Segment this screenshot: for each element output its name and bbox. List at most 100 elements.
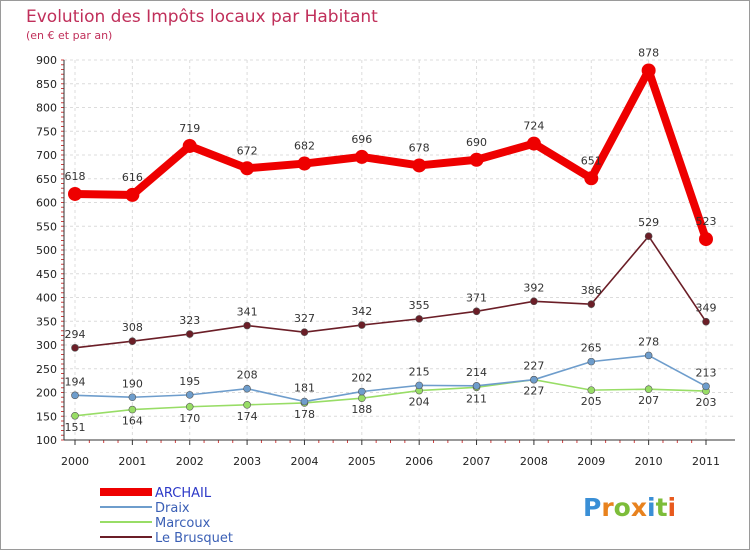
data-label: 719 — [179, 122, 200, 135]
data-point — [125, 187, 140, 202]
series-line — [74, 378, 707, 417]
data-point — [358, 321, 366, 329]
data-label: 213 — [696, 366, 717, 379]
data-label: 203 — [696, 396, 717, 409]
y-tick-label: 850 — [36, 78, 57, 91]
data-point — [644, 385, 653, 393]
data-label: 164 — [122, 415, 143, 428]
data-label: 294 — [65, 328, 86, 341]
data-label: 227 — [523, 360, 544, 373]
data-point — [587, 386, 596, 394]
data-point — [243, 321, 251, 330]
y-tick-label: 750 — [36, 125, 57, 138]
data-label: 211 — [466, 392, 487, 405]
data-label: 195 — [179, 375, 200, 388]
x-tick-label: 2004 — [290, 455, 318, 468]
data-point — [358, 387, 366, 396]
data-label: 151 — [65, 421, 86, 434]
data-label: 204 — [409, 396, 430, 409]
data-label: 349 — [696, 302, 717, 315]
data-label: 327 — [294, 312, 315, 325]
data-point — [300, 328, 309, 336]
legend-label: Draix — [155, 501, 190, 516]
data-label: 215 — [409, 365, 430, 378]
logo-letter: i — [668, 493, 677, 522]
series-line — [74, 354, 707, 403]
data-label: 202 — [351, 372, 372, 385]
logo-letter: t — [656, 493, 668, 522]
data-label: 678 — [409, 141, 430, 154]
data-label: 529 — [638, 216, 659, 229]
data-point — [641, 63, 656, 78]
data-label: 355 — [409, 299, 430, 312]
data-point — [530, 375, 538, 384]
x-tick-label: 2005 — [348, 455, 376, 468]
data-point — [128, 393, 137, 402]
data-label: 208 — [237, 369, 258, 382]
data-label: 392 — [523, 281, 544, 294]
data-label: 616 — [122, 171, 143, 184]
data-label: 308 — [122, 321, 143, 334]
series-draix: 194 190 195 208 181 202 215 214 227 265 278 213 — [65, 335, 717, 406]
y-tick-label: 450 — [36, 268, 57, 281]
data-point — [526, 136, 541, 151]
data-point — [530, 297, 538, 306]
x-tick-label: 2010 — [635, 455, 663, 468]
y-tick-label: 700 — [36, 149, 57, 162]
data-label: 618 — [65, 170, 86, 183]
data-label: 278 — [638, 335, 659, 348]
data-point — [644, 232, 653, 241]
data-label: 651 — [581, 154, 602, 167]
data-point — [300, 397, 309, 406]
y-tick-label: 500 — [36, 244, 57, 257]
grid — [64, 59, 735, 441]
x-tick-label: 2008 — [520, 455, 548, 468]
data-label: 194 — [65, 375, 86, 388]
data-label: 696 — [351, 133, 372, 146]
data-point — [472, 307, 481, 316]
logo-letter: i — [647, 493, 656, 522]
data-label: 672 — [237, 144, 258, 157]
y-tick-label: 350 — [36, 315, 57, 328]
proxiti-logo: Proxiti — [583, 493, 676, 522]
series-le-brusquet: 294 308 323 341 327 342 355 371 392 386 529 349 — [65, 216, 717, 352]
data-point — [128, 405, 137, 414]
data-label: 265 — [581, 342, 602, 355]
data-point — [469, 152, 484, 167]
legend-label: ARCHAIL — [155, 486, 212, 501]
data-label: 214 — [466, 366, 487, 379]
data-label: 207 — [638, 394, 659, 407]
data-point — [185, 402, 194, 411]
data-label: 690 — [466, 136, 487, 149]
y-tick-label: 300 — [36, 339, 57, 352]
y-tick-label: 600 — [36, 197, 57, 210]
data-point — [415, 381, 423, 390]
data-point — [584, 171, 599, 186]
data-point — [68, 186, 82, 201]
series-marcoux: 151 164 170 174 178 188 204 211 227 205 207 203 — [65, 375, 717, 434]
data-label: 190 — [122, 377, 143, 390]
data-label: 386 — [581, 284, 602, 297]
data-point — [699, 232, 713, 247]
data-point — [240, 161, 255, 176]
data-point — [71, 411, 79, 420]
x-tick-label: 2003 — [233, 455, 261, 468]
data-point — [644, 351, 653, 360]
data-label: 181 — [294, 382, 315, 395]
data-point — [702, 382, 710, 391]
x-tick-label: 2011 — [692, 455, 720, 468]
data-label: 342 — [351, 305, 372, 318]
chart-title: Evolution des Impôts locaux par Habitant — [26, 7, 378, 27]
data-label: 878 — [638, 46, 659, 59]
data-point — [587, 300, 596, 308]
data-point — [185, 330, 194, 338]
y-tick-label: 150 — [36, 410, 57, 423]
y-tick-label: 800 — [36, 102, 57, 115]
y-tick-label: 400 — [36, 292, 57, 305]
logo-letter: P — [583, 493, 601, 522]
legend-label: Marcoux — [155, 516, 211, 531]
data-point — [297, 156, 312, 171]
data-point — [702, 317, 710, 326]
data-label: 170 — [179, 412, 200, 425]
